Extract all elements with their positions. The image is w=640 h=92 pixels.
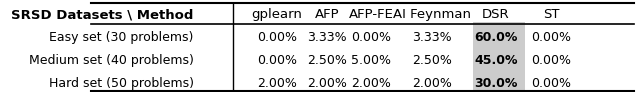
Text: 0.00%: 0.00% [257,54,297,67]
Text: 2.00%: 2.00% [257,77,297,90]
Text: 0.00%: 0.00% [351,31,391,44]
Text: Hard set (50 problems): Hard set (50 problems) [49,77,194,90]
Text: 60.0%: 60.0% [474,31,518,44]
Text: 0.00%: 0.00% [257,31,297,44]
Text: SRSD Datasets \ Method: SRSD Datasets \ Method [12,8,194,21]
Text: 3.33%: 3.33% [412,31,452,44]
Text: 3.33%: 3.33% [307,31,347,44]
Bar [472,22,525,92]
Text: gplearn: gplearn [252,8,302,21]
Text: 0.00%: 0.00% [531,54,572,67]
Text: 2.00%: 2.00% [412,77,452,90]
Text: 5.00%: 5.00% [351,54,391,67]
Text: 0.00%: 0.00% [531,77,572,90]
Text: 0.00%: 0.00% [531,31,572,44]
Text: 2.00%: 2.00% [351,77,391,90]
Text: ST: ST [543,8,559,21]
Text: 30.0%: 30.0% [474,77,518,90]
Text: Medium set (40 problems): Medium set (40 problems) [29,54,194,67]
Text: DSR: DSR [482,8,509,21]
Text: 2.50%: 2.50% [412,54,452,67]
Text: Easy set (30 problems): Easy set (30 problems) [49,31,194,44]
Text: 45.0%: 45.0% [474,54,518,67]
Text: AFP: AFP [314,8,339,21]
Text: AI Feynman: AI Feynman [393,8,471,21]
Text: 2.50%: 2.50% [307,54,347,67]
Text: 2.00%: 2.00% [307,77,347,90]
Text: AFP-FE: AFP-FE [349,8,394,21]
